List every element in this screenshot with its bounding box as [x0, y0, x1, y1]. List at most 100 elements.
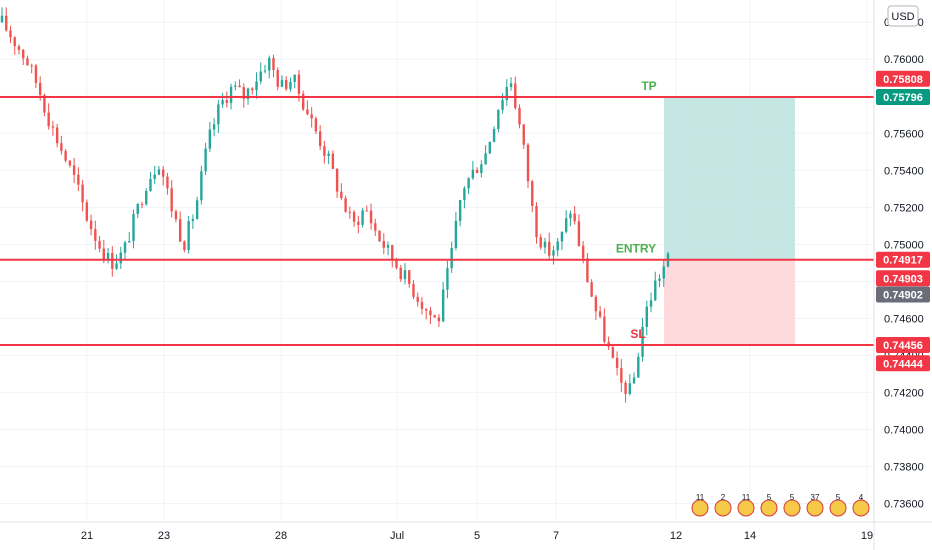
candle-body	[221, 100, 224, 105]
candle-body	[378, 230, 381, 242]
x-tick-label: 12	[670, 530, 682, 542]
candle-body	[446, 268, 449, 290]
price-badge-bg	[876, 337, 930, 354]
candle-body	[68, 160, 72, 166]
price-badge-label: 0.74456	[883, 340, 923, 352]
candle-body	[560, 231, 564, 242]
candle-body	[433, 315, 436, 318]
candle-body	[5, 15, 8, 31]
candle-body	[22, 49, 25, 59]
candle-body	[348, 211, 352, 213]
candle-body	[208, 129, 212, 149]
candle-body	[115, 263, 118, 269]
candle-body	[9, 30, 12, 38]
profit-zone[interactable]	[664, 96, 795, 260]
candle-body	[594, 296, 598, 312]
candle-body	[13, 37, 16, 47]
candle-body	[420, 301, 424, 309]
x-tick-label: 14	[744, 530, 756, 542]
price-badge-label: 0.74917	[883, 255, 923, 267]
candle-body	[259, 71, 262, 82]
y-tick-label: 0.74200	[884, 387, 924, 399]
candle-body	[340, 191, 343, 199]
candle-body	[641, 326, 644, 357]
currency-box[interactable]: USD	[887, 5, 919, 27]
event-flag-icon[interactable]	[737, 499, 755, 517]
candle-body	[229, 86, 233, 103]
candle-body	[526, 144, 530, 182]
candle-body	[522, 124, 525, 145]
candle-body	[225, 100, 229, 103]
y-tick-label: 0.75000	[884, 239, 924, 251]
candle-body	[47, 112, 50, 127]
candle-body	[153, 174, 156, 179]
candle-body	[251, 88, 254, 91]
candle-body	[55, 127, 59, 144]
candle-body	[361, 210, 364, 225]
candle-body	[106, 253, 110, 260]
event-flag-icon[interactable]	[806, 499, 824, 517]
level-annotation-entry: ENTRY	[616, 242, 656, 256]
candle-body	[64, 150, 67, 161]
candle-body	[425, 308, 428, 311]
candle-body	[140, 203, 144, 205]
event-flag-icon[interactable]	[714, 499, 732, 517]
level-lines	[0, 95, 874, 347]
candle-body	[272, 58, 275, 71]
price-badge-bg	[876, 70, 930, 87]
event-flag-icon[interactable]	[783, 499, 801, 517]
event-flag-icon[interactable]	[760, 499, 778, 517]
event-flag-icon[interactable]	[829, 499, 847, 517]
level-annotation-sl: SL	[630, 327, 645, 341]
event-count-label: 5	[767, 493, 772, 502]
loss-zone[interactable]	[664, 259, 795, 346]
event-flag-icon[interactable]	[691, 499, 709, 517]
candle-body	[289, 81, 292, 90]
event-count-label: 11	[696, 493, 705, 502]
price-badge-bg	[876, 251, 930, 268]
candle-body	[518, 107, 521, 125]
candle-body	[331, 153, 335, 169]
candle-body	[475, 169, 479, 174]
candle-body	[38, 82, 42, 96]
event-count-label: 2	[721, 493, 726, 502]
candle-body	[123, 242, 127, 253]
candle-body	[637, 356, 640, 378]
candle-body	[34, 65, 38, 83]
candle-body	[195, 200, 199, 219]
candle-body	[586, 258, 589, 283]
candle-body	[391, 245, 394, 260]
x-tick-label: 28	[275, 530, 287, 542]
candle-body	[531, 181, 534, 206]
candle-body	[662, 266, 665, 279]
candle-body	[111, 253, 114, 269]
x-tick-label: 19	[861, 530, 873, 542]
candle-body	[564, 218, 568, 232]
candle-body	[598, 311, 602, 317]
price-badge-label: 0.74444	[883, 358, 924, 370]
candle-body	[357, 221, 360, 225]
candle-body	[573, 213, 576, 222]
y-tick-label: 0.75600	[884, 128, 924, 140]
candle-body	[374, 223, 377, 231]
candle-body	[450, 247, 453, 269]
candle-body	[17, 46, 21, 50]
candle-body	[441, 289, 445, 322]
candle-body	[454, 220, 458, 248]
candle-body	[335, 168, 339, 192]
candle-body	[645, 306, 648, 327]
event-flag-icon[interactable]	[852, 499, 870, 517]
candle-body	[285, 80, 288, 90]
candle-body	[60, 143, 63, 151]
price-badge-label: 0.74903	[883, 273, 923, 285]
candle-body	[480, 164, 483, 174]
candle-body	[89, 220, 93, 230]
candle-body	[577, 221, 581, 246]
candle-body	[30, 65, 33, 67]
candle-body	[51, 126, 55, 128]
candle-body	[310, 114, 313, 119]
x-axis: 21 23 28 Jul 5 7 12 14 19	[0, 521, 932, 542]
candle-body	[255, 81, 258, 91]
